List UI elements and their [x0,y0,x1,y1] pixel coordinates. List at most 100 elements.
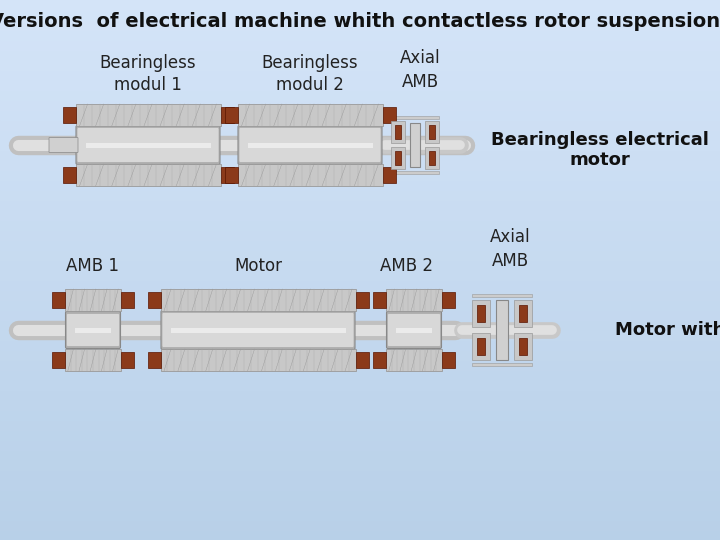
Bar [171,328,346,333]
Bar [0,130,720,140]
Bar [373,292,386,308]
Bar [0,260,720,270]
Bar [121,352,134,368]
Bar [0,250,720,260]
Bar [0,320,720,330]
Bar [0,190,720,200]
Bar [65,349,121,371]
Bar [410,123,420,167]
FancyBboxPatch shape [239,127,381,163]
Bar [0,390,720,400]
Bar [0,110,720,120]
Bar [161,289,356,311]
Bar [425,121,439,143]
Bar [0,430,720,440]
Bar [0,0,720,10]
Bar [0,210,720,220]
FancyBboxPatch shape [77,127,219,163]
Bar [0,460,720,470]
Bar [0,310,720,320]
Bar [514,333,532,360]
Bar [472,294,532,297]
Bar [472,300,490,327]
Bar [0,490,720,500]
Bar [395,125,401,139]
FancyBboxPatch shape [66,312,120,348]
Bar [0,400,720,410]
Bar [0,480,720,490]
Bar [0,420,720,430]
Bar [0,140,720,150]
Text: Bearingless
modul 1: Bearingless modul 1 [99,54,197,94]
Bar [63,107,76,123]
Bar [0,380,720,390]
Bar [0,230,720,240]
Bar [382,167,395,183]
Bar [0,200,720,210]
Bar [442,352,455,368]
Bar [63,167,76,183]
Bar [0,160,720,170]
FancyBboxPatch shape [49,138,78,152]
Bar [386,289,442,311]
Bar [0,300,720,310]
Bar [386,349,442,371]
FancyBboxPatch shape [161,310,355,349]
Bar [395,151,401,165]
Bar [161,349,356,371]
Bar [0,280,720,290]
Bar [52,292,65,308]
Bar [391,116,439,119]
Bar [225,107,238,123]
Bar [391,171,439,174]
Bar [0,330,720,340]
Bar [86,143,210,148]
Bar [391,121,405,143]
Text: Versions  of electrical machine whith contactless rotor suspension: Versions of electrical machine whith con… [0,12,720,31]
Bar [514,300,532,327]
Bar [121,292,134,308]
Bar [76,104,220,126]
Bar [0,50,720,60]
Text: Motor with AMB: Motor with AMB [615,321,720,339]
Bar [472,363,532,366]
Bar [0,120,720,130]
Bar [0,360,720,370]
FancyBboxPatch shape [162,313,354,348]
Bar [472,333,490,360]
Bar [0,10,720,20]
Bar [65,289,121,311]
Bar [0,290,720,300]
Bar [0,370,720,380]
Bar [0,220,720,230]
Bar [0,60,720,70]
FancyBboxPatch shape [387,314,441,347]
Text: Bearingless electrical
motor: Bearingless electrical motor [491,131,709,170]
Bar [0,240,720,250]
FancyBboxPatch shape [66,314,120,347]
Bar [0,450,720,460]
Bar [0,350,720,360]
Bar [442,292,455,308]
Bar [496,300,508,360]
Bar [220,107,233,123]
Bar [52,352,65,368]
FancyBboxPatch shape [387,312,441,348]
Bar [425,147,439,169]
Text: AMB 2: AMB 2 [379,257,433,275]
Bar [429,125,435,139]
Bar [373,352,386,368]
Bar [238,164,382,186]
Bar [0,30,720,40]
Bar [75,328,111,333]
Text: Motor: Motor [234,257,282,275]
Bar [0,520,720,530]
Bar [0,340,720,350]
Bar [0,500,720,510]
Bar [356,292,369,308]
Bar [0,150,720,160]
Text: Axial
AMB: Axial AMB [490,228,531,270]
Bar [0,70,720,80]
Bar [0,20,720,30]
Bar [519,305,527,322]
